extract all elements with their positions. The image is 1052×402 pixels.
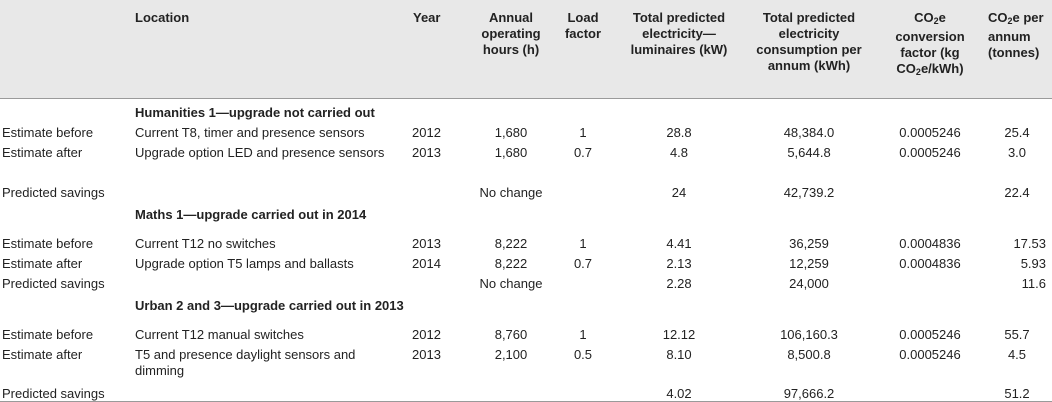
row-kwh: 106,160.3: [780, 327, 838, 342]
row-tonnes: 51.2: [1004, 386, 1030, 401]
header-conversion-factor: CO2e conversion factor (kg CO2e/kWh): [882, 10, 978, 80]
row-label: Estimate after: [2, 145, 83, 160]
row-factor: 0.0005246: [899, 347, 961, 362]
row-year: 2013: [412, 347, 441, 362]
row-location: Current T12 manual switches: [135, 327, 304, 342]
row-tonnes: 11.6: [1021, 276, 1046, 291]
row-kwh: 48,384.0: [783, 125, 835, 140]
section-title: Urban 2 and 3—upgrade carried out in 201…: [135, 298, 404, 313]
header-year: Year: [413, 10, 441, 25]
row-load: 0.7: [573, 145, 593, 160]
header-load-line2: factor: [564, 26, 602, 41]
row-label: Estimate after: [2, 347, 83, 362]
section-title: Humanities 1—upgrade not carried out: [135, 105, 375, 120]
row-kwh: 24,000: [789, 276, 829, 291]
row-kwh: 5,644.8: [787, 145, 831, 160]
row-kw: 2.28: [666, 276, 692, 291]
row-load: 1: [579, 327, 587, 342]
row-tonnes: 25.4: [1004, 125, 1030, 140]
row-year: 2013: [412, 236, 441, 251]
header-conv-line3: factor (kg: [900, 45, 960, 60]
row-hours: No change: [479, 276, 543, 291]
header-predicted-kw: Total predicted electricity— luminaires …: [622, 10, 736, 58]
row-location: Upgrade option T5 lamps and ballasts: [135, 256, 354, 271]
row-kwh: 42,739.2: [783, 185, 835, 200]
row-hours: 8,222: [494, 236, 528, 251]
header-kwh-line2: electricity: [778, 26, 840, 41]
header-co2e-tonnes: CO2e per annum (tonnes): [988, 10, 1052, 61]
header-conv-line4: CO2e/kWh): [896, 61, 964, 77]
row-tonnes: 5.93: [1020, 256, 1046, 271]
row-label: Estimate after: [2, 256, 83, 271]
header-load-line1: Load: [567, 10, 599, 25]
row-kwh: 8,500.8: [787, 347, 831, 362]
header-kw-line1: Total predicted: [632, 10, 726, 25]
row-tonnes: 17.53: [1013, 236, 1046, 251]
row-label: Predicted savings: [2, 185, 105, 200]
row-kw: 24: [671, 185, 687, 200]
row-hours: 8,222: [494, 256, 528, 271]
row-kw: 4.02: [666, 386, 692, 401]
row-factor: 0.0004836: [899, 236, 961, 251]
row-label: Estimate before: [2, 125, 94, 140]
row-kw: 12.12: [662, 327, 696, 342]
header-load-factor: Load factor: [558, 10, 608, 42]
header-location: Location: [135, 10, 190, 25]
section-title: Maths 1—upgrade carried out in 2014: [135, 207, 367, 222]
row-location: T5 and presence daylight sensors and dim…: [135, 347, 356, 378]
header-kwh-line3: consumption per: [756, 42, 862, 57]
header-co2-line3: (tonnes): [988, 45, 1040, 60]
header-co2-line1: CO2e per: [988, 10, 1044, 26]
header-predicted-kwh: Total predicted electricity consumption …: [752, 10, 866, 74]
row-hours: 2,100: [494, 347, 528, 362]
row-kw: 8.10: [666, 347, 692, 362]
row-factor: 0.0005246: [899, 145, 961, 160]
row-year: 2012: [412, 327, 441, 342]
header-annual-hours: Annual operating hours (h): [466, 10, 556, 58]
header-hours-line3: hours (h): [482, 42, 540, 57]
row-label: Predicted savings: [2, 276, 105, 291]
header-hours-line2: operating: [481, 26, 541, 41]
row-kwh: 36,259: [789, 236, 829, 251]
row-location: Upgrade option LED and presence sensors: [135, 145, 385, 160]
row-kw: 4.8: [669, 145, 689, 160]
table-header: Location Year Annual operating hours (h)…: [0, 0, 1052, 99]
header-co2-line2: annum: [988, 29, 1031, 44]
header-kwh-line4: annum (kWh): [767, 58, 851, 73]
header-conv-line2: conversion: [895, 29, 965, 44]
row-year: 2013: [412, 145, 441, 160]
header-conv-line1: CO2e: [914, 10, 946, 26]
row-label: Estimate before: [2, 236, 94, 251]
row-location: Current T8, timer and presence sensors: [135, 125, 365, 140]
row-year: 2012: [412, 125, 441, 140]
row-tonnes: 4.5: [1007, 347, 1027, 362]
row-tonnes: 3.0: [1007, 145, 1027, 160]
header-kwh-line1: Total predicted: [762, 10, 856, 25]
row-tonnes: 55.7: [1004, 327, 1030, 342]
header-hours-line1: Annual: [488, 10, 534, 25]
header-kw-line3: luminaires (kW): [630, 42, 728, 57]
row-label: Estimate before: [2, 327, 94, 342]
row-label: Predicted savings: [2, 386, 105, 401]
row-hours: 8,760: [494, 327, 528, 342]
row-hours: 1,680: [494, 125, 528, 140]
row-year: 2014: [412, 256, 441, 271]
row-load: 1: [579, 125, 587, 140]
row-load: 0.7: [573, 256, 593, 271]
row-factor: 0.0005246: [899, 327, 961, 342]
row-kw: 28.8: [666, 125, 692, 140]
row-location: Current T12 no switches: [135, 236, 276, 251]
header-kw-line2: electricity—: [642, 26, 716, 41]
row-factor: 0.0004836: [899, 256, 961, 271]
row-hours: 1,680: [494, 145, 528, 160]
row-kwh: 12,259: [789, 256, 829, 271]
row-factor: 0.0005246: [899, 125, 961, 140]
row-load: 1: [579, 236, 587, 251]
row-tonnes: 22.4: [1004, 185, 1030, 200]
row-kw: 2.13: [666, 256, 692, 271]
row-load: 0.5: [573, 347, 593, 362]
row-kwh: 97,666.2: [783, 386, 835, 401]
row-hours: No change: [479, 185, 543, 200]
row-kw: 4.41: [666, 236, 692, 251]
